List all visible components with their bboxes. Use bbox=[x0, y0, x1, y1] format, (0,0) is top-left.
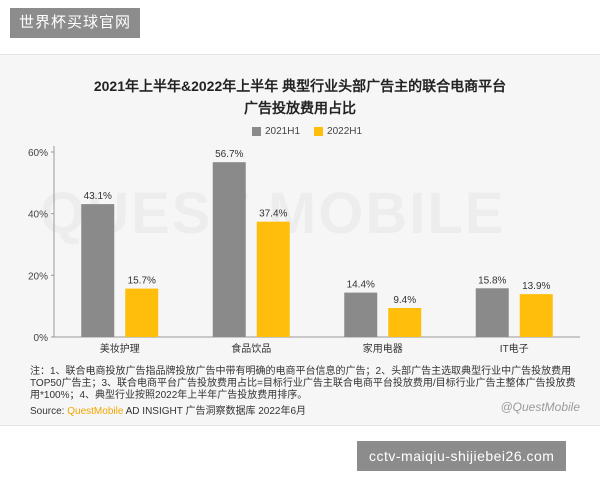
legend-label-2021h1: 2021H1 bbox=[265, 126, 301, 137]
site-tag: 世界杯买球官网 bbox=[10, 8, 141, 38]
source-brand: QuestMobile bbox=[67, 406, 124, 417]
data-label: 43.1% bbox=[84, 191, 112, 202]
bar-2021h1-1 bbox=[212, 162, 246, 337]
chart-title-line2: 广告投放费用占比 bbox=[244, 100, 356, 116]
data-label: 56.7% bbox=[215, 149, 243, 160]
y-tick-label: 0% bbox=[34, 333, 49, 344]
x-tick-label: 食品饮品 bbox=[231, 342, 271, 355]
data-label: 15.7% bbox=[128, 276, 156, 287]
legend-swatch-2022h1 bbox=[314, 127, 324, 136]
x-tick-label: 美妆护理 bbox=[100, 342, 140, 355]
legend-label-2022h1: 2022H1 bbox=[327, 126, 363, 137]
legend: 2021H1 2022H1 bbox=[252, 126, 362, 137]
x-tick-label: 家用电器 bbox=[363, 342, 403, 355]
top-banner: 世界杯买球官网 bbox=[0, 0, 600, 46]
source-rest: AD INSIGHT 广告洞察数据库 2022年6月 bbox=[123, 406, 307, 417]
bar-2021h1-2 bbox=[344, 292, 378, 337]
bar-2021h1-3 bbox=[475, 288, 509, 337]
bar-2021h1-0 bbox=[81, 204, 115, 337]
url-tag[interactable]: cctv-maiqiu-shijiebei26.com bbox=[357, 441, 567, 471]
data-label: 13.9% bbox=[522, 281, 550, 292]
data-label: 14.4% bbox=[347, 280, 375, 291]
chart-title-line1: 2021年上半年&2022年上半年 典型行业头部广告主的联合电商平台 bbox=[93, 78, 507, 94]
legend-item-2022h1: 2022H1 bbox=[314, 126, 362, 137]
bar-2022h1-1 bbox=[256, 221, 290, 337]
y-tick-label: 20% bbox=[28, 271, 48, 282]
bar-2022h1-0 bbox=[125, 288, 159, 337]
chart-card bbox=[0, 54, 600, 426]
legend-item-2021h1: 2021H1 bbox=[252, 126, 300, 137]
legend-swatch-2021h1 bbox=[252, 127, 261, 136]
source-prefix: Source: bbox=[30, 406, 68, 417]
y-tick-label: 60% bbox=[28, 148, 48, 159]
brand-logo: @QuestMobile bbox=[500, 400, 580, 414]
footnote: 注：1、联合电商投放广告指品牌投放广告中带有明确的电商平台信息的广告；2、头部广… bbox=[30, 366, 576, 401]
data-label: 15.8% bbox=[478, 275, 506, 286]
y-tick-label: 40% bbox=[28, 210, 48, 221]
bar-2022h1-3 bbox=[519, 294, 553, 337]
bar-2022h1-2 bbox=[388, 308, 422, 337]
source-line: Source: QuestMobile AD INSIGHT 广告洞察数据库 2… bbox=[30, 402, 306, 417]
data-label: 37.4% bbox=[259, 209, 287, 220]
x-tick-label: IT电子 bbox=[500, 342, 529, 355]
data-label: 9.4% bbox=[393, 295, 416, 306]
